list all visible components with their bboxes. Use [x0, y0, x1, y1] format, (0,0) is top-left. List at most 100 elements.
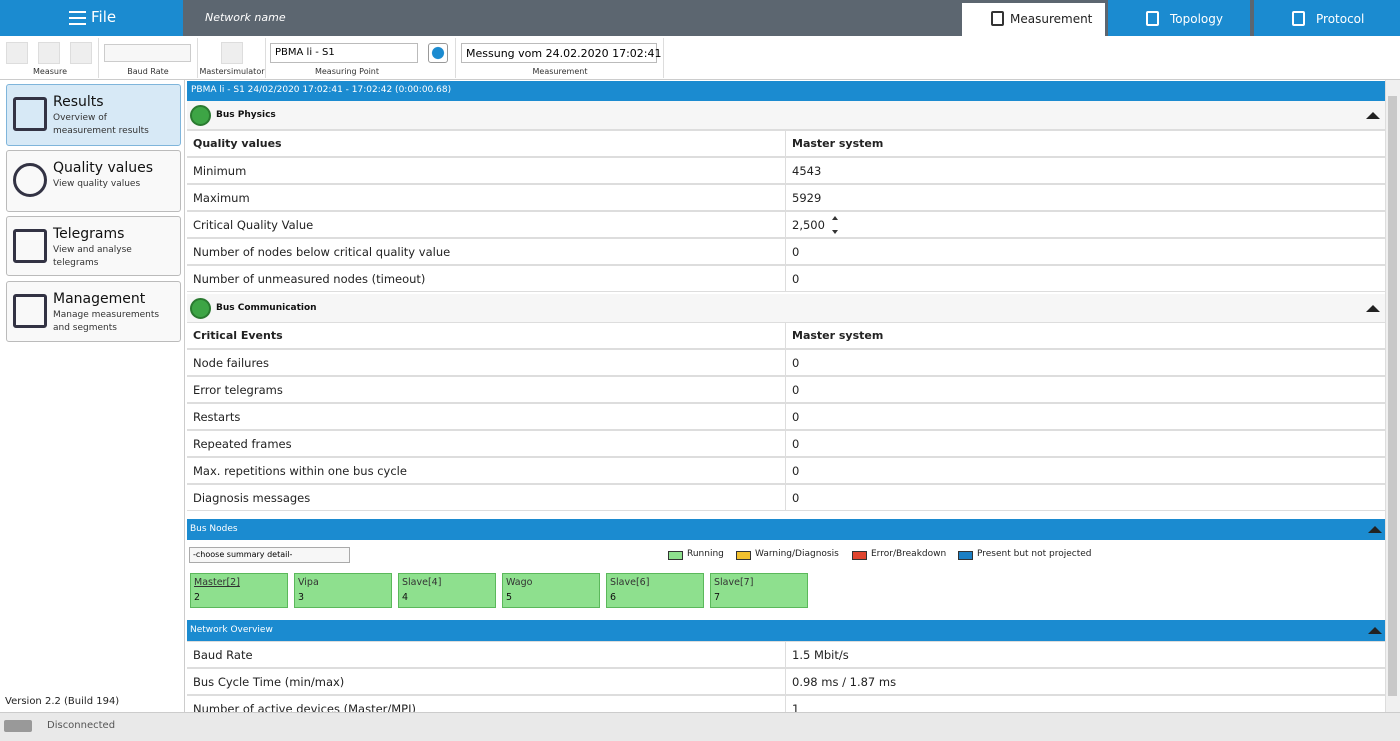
baud-rate-select[interactable]: [104, 44, 191, 62]
sidebar-item[interactable]: Results Overview of measurement results: [6, 84, 181, 146]
section-header: [187, 101, 1385, 130]
tab[interactable]: Protocol: [1254, 0, 1400, 36]
toolbar-button[interactable]: [70, 42, 92, 64]
table-cell: 0: [792, 245, 800, 259]
scrollbar-thumb: [1388, 96, 1397, 696]
table-cell: Max. repetitions within one bus cycle: [193, 464, 407, 478]
node-tile[interactable]: [710, 573, 808, 608]
sidebar-icon: [13, 294, 47, 328]
node-name: Slave[4]: [402, 577, 442, 588]
table-cell: 1: [792, 702, 800, 712]
table-cell: Maximum: [193, 191, 250, 205]
table-cell: Diagnosis messages: [193, 491, 311, 505]
sidebar-icon: [13, 163, 47, 197]
toolbar-label: Measurement: [532, 67, 588, 76]
measurement-select[interactable]: Messung vom 24.02.2020 17:02:41: [461, 43, 661, 63]
node-tile[interactable]: [502, 573, 600, 608]
file-label[interactable]: File: [91, 8, 117, 26]
sidebar-item[interactable]: Management Manage measurements and segmen…: [6, 281, 181, 342]
toolbar-button[interactable]: [221, 42, 243, 64]
tab[interactable]: Topology: [1108, 0, 1250, 36]
table-cell: Master system: [792, 329, 884, 342]
table-divider: [785, 157, 786, 183]
sidebar-subtitle: Manage measurements and segments: [53, 310, 160, 333]
table-row: [187, 265, 1385, 292]
table-row: [187, 157, 1385, 184]
table-divider: [785, 484, 786, 510]
table-row: [187, 641, 1385, 668]
table-cell: Baud Rate: [193, 648, 253, 662]
sidebar-title[interactable]: Management: [53, 291, 146, 307]
node-tile[interactable]: [398, 573, 496, 608]
legend-swatch: [958, 551, 973, 560]
tab[interactable]: Measurement: [962, 3, 1105, 36]
tab-label[interactable]: Measurement: [1010, 12, 1093, 26]
sidebar-title[interactable]: Quality values: [53, 160, 154, 176]
tab-label[interactable]: Protocol: [1316, 12, 1365, 26]
sidebar-item[interactable]: Telegrams View and analyse telegrams: [6, 216, 181, 276]
section-header: [187, 294, 1385, 323]
table-cell: 0: [792, 410, 800, 424]
measuring-point-select[interactable]: PBMA li - S1: [270, 43, 418, 63]
table-divider: [785, 695, 786, 712]
collapse-toggle[interactable]: [1368, 627, 1382, 634]
measurement-header-text: PBMA li - S1 24/02/2020 17:02:41 - 17:02…: [191, 85, 452, 95]
sidebar-icon: [13, 97, 47, 131]
add-button[interactable]: [428, 43, 448, 63]
summary-select[interactable]: -choose summary detail-: [189, 547, 350, 563]
plug-icon: [4, 720, 32, 732]
legend-swatch: [736, 551, 751, 560]
node-address: 3: [298, 592, 305, 603]
node-tile[interactable]: [294, 573, 392, 608]
collapse-toggle[interactable]: [1366, 112, 1380, 119]
table-cell: Critical Events: [193, 329, 283, 342]
table-divider: [785, 130, 786, 156]
table-row: [187, 484, 1385, 511]
toolbar-button[interactable]: [38, 42, 60, 64]
table-row: [187, 130, 1385, 157]
section-title: Bus Communication: [216, 303, 317, 313]
toolbar-button[interactable]: [6, 42, 28, 64]
table-divider: [785, 211, 786, 237]
table-cell: Restarts: [193, 410, 241, 424]
legend-label: Error/Breakdown: [871, 549, 947, 559]
collapse-toggle[interactable]: [1368, 526, 1382, 533]
table-divider: [785, 322, 786, 348]
spinner-down[interactable]: [832, 230, 838, 234]
toolbar-label: Measuring Point: [314, 67, 380, 76]
table-row: [187, 376, 1385, 403]
node-address: 4: [402, 592, 409, 603]
table-divider: [785, 265, 786, 291]
table-cell: 0: [792, 356, 800, 370]
section-bar: [187, 620, 1385, 641]
node-tile[interactable]: [606, 573, 704, 608]
node-name: Vipa: [298, 577, 319, 588]
node-tile[interactable]: [190, 573, 288, 608]
spinner-up[interactable]: [832, 216, 838, 220]
sidebar-title[interactable]: Results: [53, 94, 104, 110]
table-cell: Master system: [792, 137, 884, 150]
file-menu[interactable]: [0, 0, 183, 36]
node-address: 6: [610, 592, 617, 603]
table-cell: 0: [792, 383, 800, 397]
table-row: [187, 322, 1385, 349]
table-divider: [785, 376, 786, 402]
toolbar-separator: [265, 38, 266, 78]
collapse-toggle[interactable]: [1366, 305, 1380, 312]
node-name[interactable]: Master[2]: [194, 577, 240, 588]
menu-icon-line: [69, 11, 86, 13]
table-cell: Minimum: [193, 164, 247, 178]
table-divider: [785, 668, 786, 694]
table-row: [187, 211, 1385, 238]
status-bar: [0, 712, 1400, 741]
section-bar-title: Bus Nodes: [190, 524, 238, 534]
sidebar-title[interactable]: Telegrams: [53, 226, 125, 242]
legend-label: Present but not projected: [977, 549, 1092, 559]
sidebar-item[interactable]: Quality values View quality values: [6, 150, 181, 212]
tab-icon: [1292, 11, 1305, 26]
legend-swatch: [668, 551, 683, 560]
node-name: Wago: [506, 577, 533, 588]
tab-label[interactable]: Topology: [1170, 12, 1223, 26]
menu-icon-line: [69, 17, 86, 19]
